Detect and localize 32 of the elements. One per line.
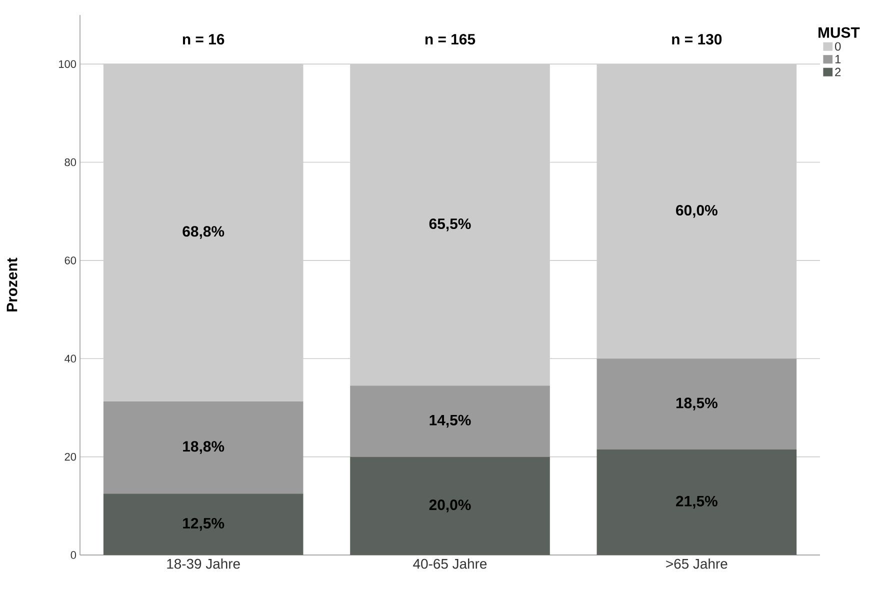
y-tick-label: 40 xyxy=(64,354,76,363)
x-tick-label: 40-65 Jahre xyxy=(413,558,487,569)
data-label: 21,5% xyxy=(676,496,718,509)
annotation: n = 16 xyxy=(182,34,224,45)
bar xyxy=(103,494,304,555)
data-label: 60,0% xyxy=(676,204,718,218)
legend-title: MUST xyxy=(818,27,860,38)
legend-label: 1 xyxy=(835,55,841,64)
data-label: 18,5% xyxy=(676,398,718,410)
data-label: 12,5% xyxy=(183,518,224,531)
data-label: 20,0% xyxy=(429,500,471,512)
x-tick-label: 18-39 Jahre xyxy=(167,558,240,569)
y-tick-label: 20 xyxy=(64,452,76,461)
annotation: n = 165 xyxy=(425,34,476,45)
bar xyxy=(103,401,304,494)
y-tick-label: 80 xyxy=(64,158,76,166)
bar xyxy=(596,449,797,555)
y-tick-label: 60 xyxy=(64,256,76,264)
y-axis-title: Prozent xyxy=(6,258,18,312)
y-tick-label: 100 xyxy=(59,60,76,68)
x-tick-label: >65 Jahre xyxy=(666,558,728,569)
annotation: n = 130 xyxy=(672,34,722,45)
data-label: 65,5% xyxy=(429,218,471,232)
bar xyxy=(350,386,550,457)
data-label: 14,5% xyxy=(430,414,471,428)
bar xyxy=(350,456,550,555)
bar xyxy=(596,358,797,450)
y-tick-label: 0 xyxy=(70,551,76,559)
data-label: 18,8% xyxy=(183,441,224,454)
legend-label: 2 xyxy=(835,68,841,76)
legend-label: 0 xyxy=(835,42,841,51)
data-label: 68,8% xyxy=(182,226,224,239)
